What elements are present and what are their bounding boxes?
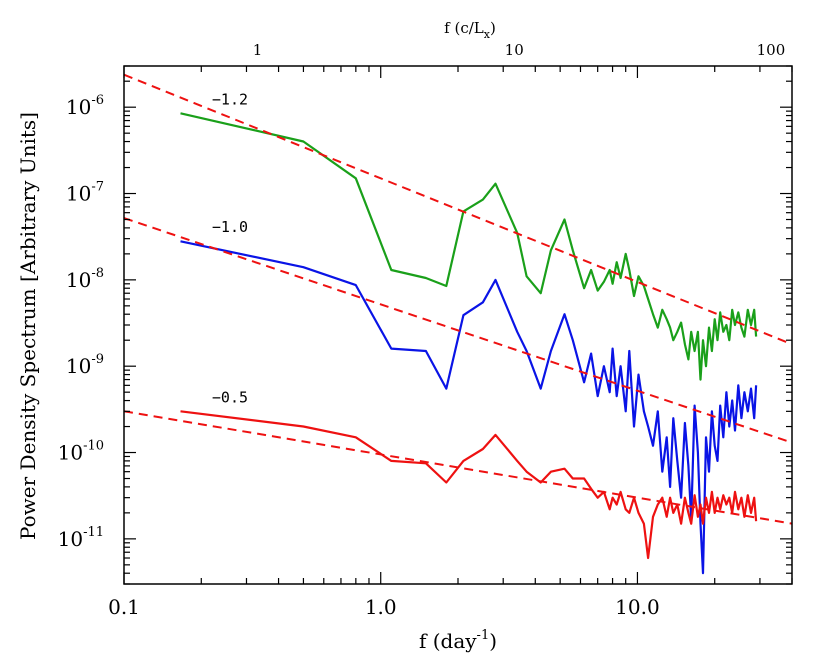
top-axis-label: f (c/Lx) — [444, 19, 496, 41]
fit-layer: −1.2 −1.0 −0.5 — [123, 73, 793, 525]
fit-slope-label-2: −1.0 — [212, 218, 248, 236]
y-tick-label: 10-9 — [66, 352, 104, 378]
y-axis-label: Power Density Spectrum [Arbitrary Units] — [16, 112, 40, 540]
y-tick-label: 10-6 — [66, 93, 104, 119]
top-tick-label: 10 — [505, 41, 524, 59]
y-tick-label: 10-8 — [66, 266, 104, 292]
x-tick-label: 1.0 — [365, 595, 397, 619]
tick-layer: 0.1 1.0 10.0 1 10 100 10-6 10-7 10-8 10-9 10-10 10-… — [58, 41, 793, 619]
series-layer — [180, 112, 758, 575]
x-axis-label: f (day-1) — [419, 628, 497, 653]
top-tick-label: 100 — [757, 41, 786, 59]
fit-slope-label-3: −0.5 — [212, 388, 248, 406]
fit-line-3 — [123, 410, 793, 525]
top-tick-label: 1 — [253, 41, 263, 59]
fit-slope-label-1: −1.2 — [212, 90, 248, 108]
x-tick-label: 0.1 — [108, 595, 140, 619]
y-tick-label: 10-7 — [66, 180, 104, 206]
fit-line-2 — [123, 217, 793, 444]
y-tick-label: 10-11 — [58, 525, 104, 551]
x-tick-label: 10.0 — [615, 595, 660, 619]
series-line-2 — [180, 240, 758, 575]
y-tick-label: 10-10 — [58, 439, 104, 465]
series-line-1 — [180, 112, 758, 381]
fit-line-1 — [123, 73, 793, 346]
